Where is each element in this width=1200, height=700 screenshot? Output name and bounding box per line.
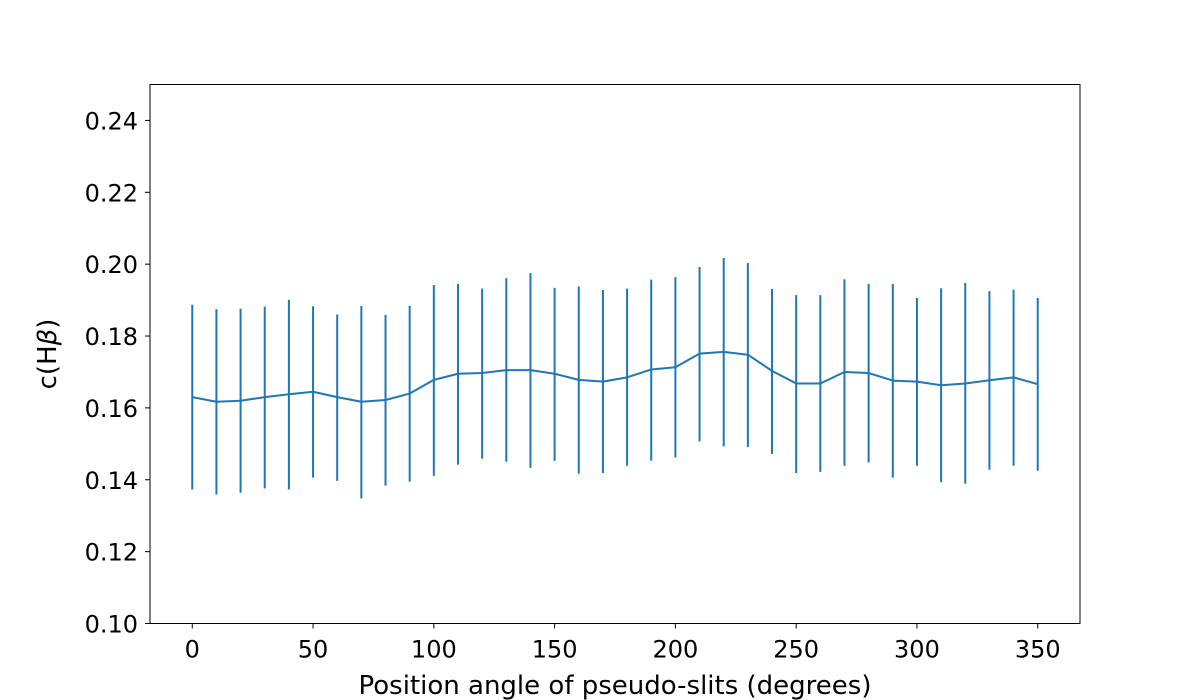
y-tick-label: 0.10	[85, 611, 138, 639]
x-tick-label: 50	[298, 636, 329, 664]
x-axis-label: Position angle of pseudo-slits (degrees)	[359, 671, 872, 700]
y-axis-label-suffix: )	[33, 319, 63, 329]
x-axis-ticks: 0 50 100 150 200 250 300 350	[185, 623, 1061, 664]
y-axis-label-symbol: β	[33, 329, 63, 347]
y-tick-label: 0.22	[85, 179, 138, 207]
x-tick-label: 200	[652, 636, 698, 664]
x-tick-label: 0	[185, 636, 200, 664]
x-tick-label: 300	[894, 636, 940, 664]
x-tick-label: 350	[1015, 636, 1061, 664]
y-axis-label-prefix: c(H	[33, 345, 63, 389]
y-axis-ticks: 0.10 0.12 0.14 0.16 0.18 0.20 0.22 0.24	[85, 107, 150, 639]
y-axis-label: c(Hβ)	[33, 319, 63, 390]
y-tick-label: 0.20	[85, 251, 138, 279]
y-tick-label: 0.16	[85, 395, 138, 423]
y-tick-label: 0.12	[85, 539, 138, 567]
x-tick-label: 100	[411, 636, 457, 664]
plot-area-frame	[149, 84, 1081, 624]
x-tick-label: 250	[773, 636, 819, 664]
y-tick-label: 0.18	[85, 323, 138, 351]
x-tick-label: 150	[532, 636, 578, 664]
error-bars	[191, 258, 1039, 499]
y-tick-label: 0.24	[85, 107, 138, 135]
series-line	[192, 350, 1039, 403]
series-group	[192, 350, 1039, 403]
y-tick-label: 0.14	[85, 467, 138, 495]
